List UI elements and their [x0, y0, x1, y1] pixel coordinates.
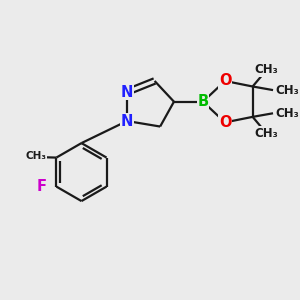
- Text: CH₃: CH₃: [26, 152, 47, 161]
- Text: O: O: [219, 115, 231, 130]
- Text: B: B: [197, 94, 208, 109]
- Text: CH₃: CH₃: [275, 84, 299, 97]
- Text: CH₃: CH₃: [255, 63, 278, 76]
- Text: F: F: [37, 179, 47, 194]
- Text: O: O: [219, 74, 231, 88]
- Text: N: N: [121, 113, 133, 128]
- Text: CH₃: CH₃: [275, 107, 299, 120]
- Text: N: N: [121, 85, 133, 100]
- Text: CH₃: CH₃: [255, 127, 278, 140]
